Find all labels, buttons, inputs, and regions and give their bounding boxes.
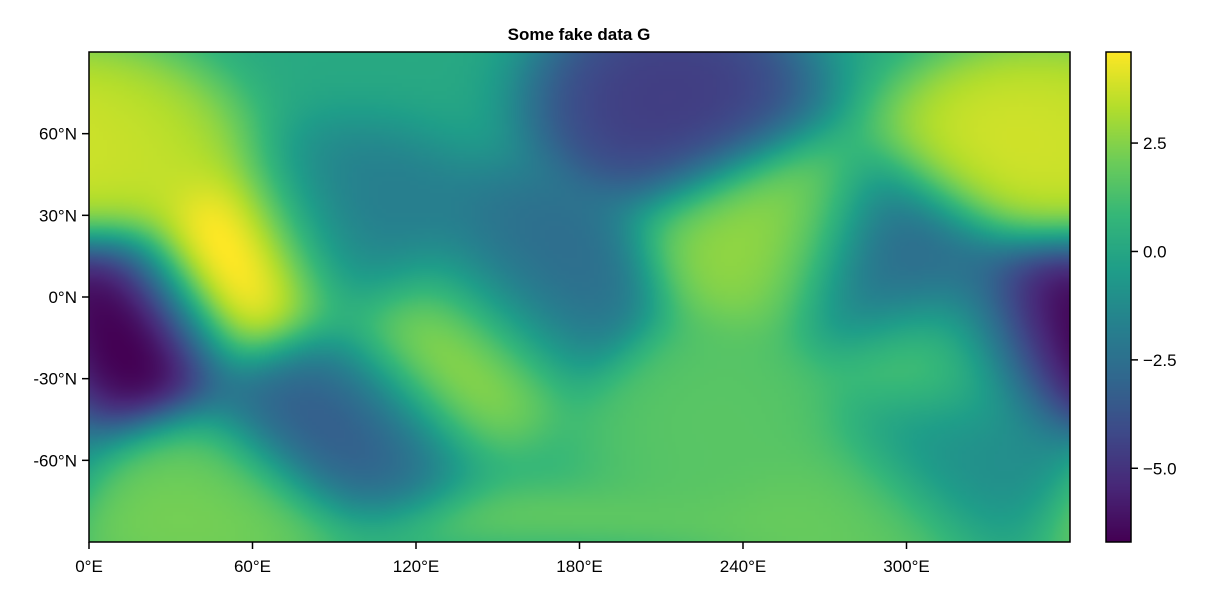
y-tick-label: -60°N [33,451,77,470]
x-tick-label: 0°E [75,557,103,576]
colorbar-ticks: 2.5 0.0 −2.5 −5.0 [1131,134,1177,478]
colorbar-tick-label: 0.0 [1143,242,1167,261]
x-axis: 0°E 60°E 120°E 180°E 240°E 300°E [75,542,930,576]
colorbar-tick-label: 2.5 [1143,134,1167,153]
y-tick-label: 0°N [48,288,77,307]
x-tick-label: 120°E [393,557,440,576]
x-tick-label: 240°E [720,557,767,576]
colorbar-gradient [1106,52,1131,542]
heatmap-field [89,52,1070,542]
x-tick-label: 300°E [883,557,930,576]
colorbar: 2.5 0.0 −2.5 −5.0 [1105,51,1177,543]
y-tick-label: 30°N [39,206,77,225]
colorbar-frame [1105,51,1132,543]
y-tick-label: 60°N [39,125,77,144]
colorbar-tick-label: −2.5 [1143,351,1177,370]
y-axis: 60°N 30°N 0°N -30°N -60°N [33,125,89,470]
plot-area [88,51,1071,543]
x-tick-label: 180°E [556,557,603,576]
colorbar-tick-label: −5.0 [1143,459,1177,478]
x-tick-label: 60°E [234,557,271,576]
y-tick-label: -30°N [33,370,77,389]
chart-title: Some fake data G [508,25,651,44]
